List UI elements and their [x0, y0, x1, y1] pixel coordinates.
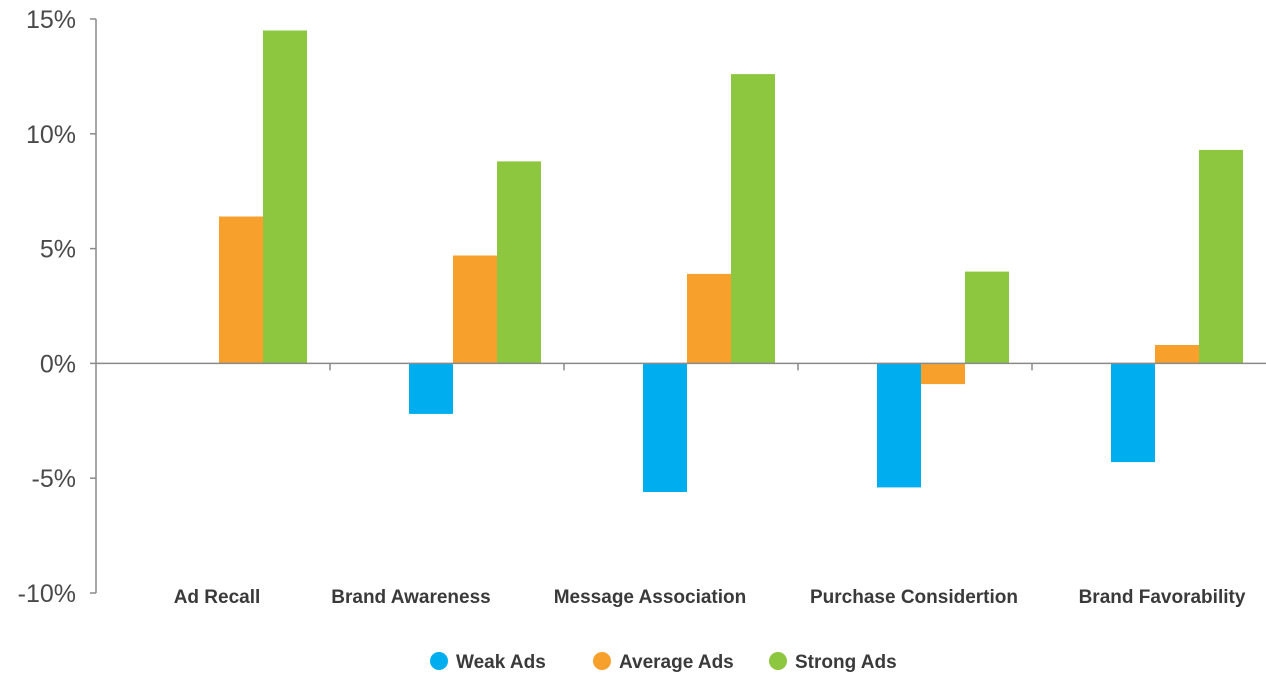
legend-item-strong-ads: Strong Ads [769, 652, 897, 673]
legend-swatch [430, 652, 448, 670]
bar-strong-ads [965, 271, 1009, 364]
legend-item-average-ads: Average Ads [593, 652, 734, 673]
bar-strong-ads [1199, 149, 1243, 364]
bar-average-ads [687, 273, 731, 364]
x-tick-label: Brand Favorability [1079, 587, 1246, 608]
legend-swatch [769, 652, 787, 670]
legend-label: Strong Ads [795, 652, 897, 673]
y-tick-label: 15% [26, 6, 76, 34]
y-tick-label: 10% [26, 121, 76, 149]
axes-layer [90, 18, 1266, 594]
y-tick-label: -10% [18, 580, 76, 608]
y-tick-label: -5% [32, 465, 76, 493]
x-tick-label: Purchase Considertion [810, 587, 1018, 608]
bar-average-ads [219, 216, 263, 364]
x-tick-label: Message Association [554, 587, 747, 608]
bar-average-ads [921, 363, 965, 385]
bars-layer [219, 30, 1243, 492]
labels-layer: 15% 10% 5% 0% -5% -10% Ad Recall Brand Awarenes… [18, 6, 1246, 608]
bar-average-ads [453, 255, 497, 364]
legend-item-weak-ads: Weak Ads [430, 652, 546, 673]
bar-weak-ads [1111, 363, 1155, 463]
legend: Weak Ads Average Ads Strong Ads [430, 652, 897, 673]
y-tick-label: 5% [40, 236, 76, 264]
legend-label: Weak Ads [456, 652, 546, 673]
x-tick-label: Brand Awareness [331, 587, 490, 608]
x-tick-label: Ad Recall [174, 587, 261, 608]
bar-weak-ads [877, 363, 921, 488]
legend-swatch [593, 652, 611, 670]
bar-strong-ads [731, 74, 775, 364]
bar-strong-ads [263, 30, 307, 364]
bar-average-ads [1155, 345, 1199, 364]
bar-weak-ads [409, 363, 453, 414]
y-tick-label: 0% [40, 350, 76, 378]
legend-label: Average Ads [619, 652, 734, 673]
bar-weak-ads [643, 363, 687, 492]
bar-strong-ads [497, 161, 541, 364]
